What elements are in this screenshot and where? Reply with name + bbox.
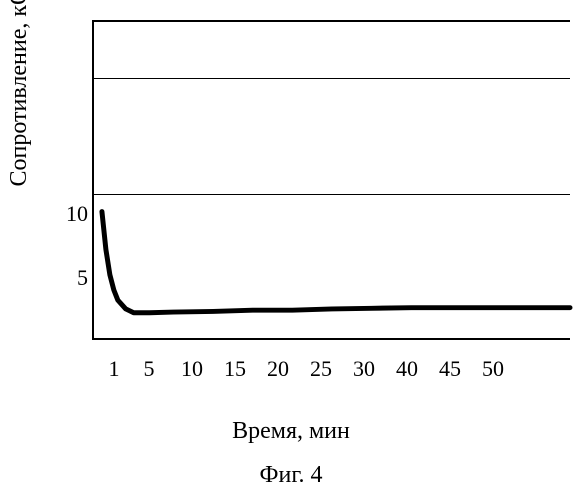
x-ticks: 1 5 10 15 20 25 30 40 45 50 (92, 356, 570, 386)
x-tick-15: 15 (224, 356, 246, 382)
x-tick-30: 30 (353, 356, 375, 382)
y-tick-10: 10 (48, 201, 88, 227)
plot-area (92, 20, 570, 340)
x-tick-1: 1 (109, 356, 120, 382)
x-tick-10: 10 (181, 356, 203, 382)
x-tick-25: 25 (310, 356, 332, 382)
resistance-chart: Сопротивление, кОм 10 5 1 5 10 15 20 25 … (0, 0, 582, 500)
x-tick-45: 45 (439, 356, 461, 382)
x-tick-5: 5 (144, 356, 155, 382)
x-tick-20: 20 (267, 356, 289, 382)
x-tick-50: 50 (482, 356, 504, 382)
y-tick-5: 5 (48, 265, 88, 291)
data-line (94, 22, 570, 338)
figure-caption: Фиг. 4 (0, 462, 582, 489)
x-axis-label: Время, мин (0, 418, 582, 445)
x-tick-40: 40 (396, 356, 418, 382)
y-axis-label: Сопротивление, кОм (6, 0, 33, 187)
